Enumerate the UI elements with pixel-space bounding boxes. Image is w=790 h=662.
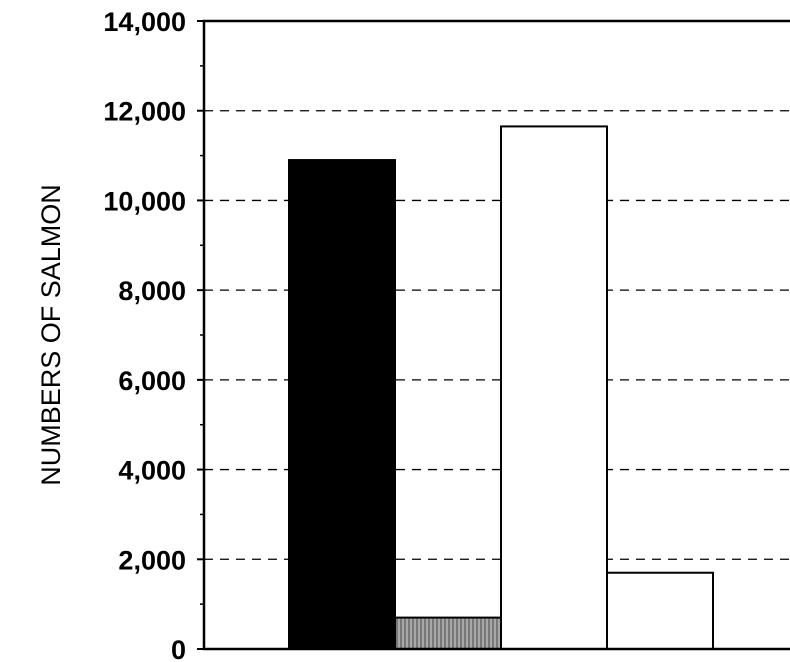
y-tick-label: 2,000 xyxy=(118,545,186,575)
y-tick-label: 14,000 xyxy=(103,7,186,37)
y-tick-label: 4,000 xyxy=(118,456,186,486)
bars xyxy=(288,125,714,651)
bar xyxy=(606,571,714,650)
y-tick-label: 0 xyxy=(171,635,186,662)
y-tick-label: 12,000 xyxy=(103,97,186,127)
y-tick-label: 8,000 xyxy=(118,276,186,306)
bar xyxy=(288,159,396,651)
bar xyxy=(500,125,608,650)
y-axis-label: NUMBERS OF SALMON xyxy=(36,184,66,486)
y-axis-ticks: 0 2,000 4,000 6,000 8,000 10,000 12,000 14,000 xyxy=(103,7,204,662)
bar xyxy=(394,616,502,650)
y-tick-label: 10,000 xyxy=(103,186,186,216)
y-tick-label: 6,000 xyxy=(118,366,186,396)
